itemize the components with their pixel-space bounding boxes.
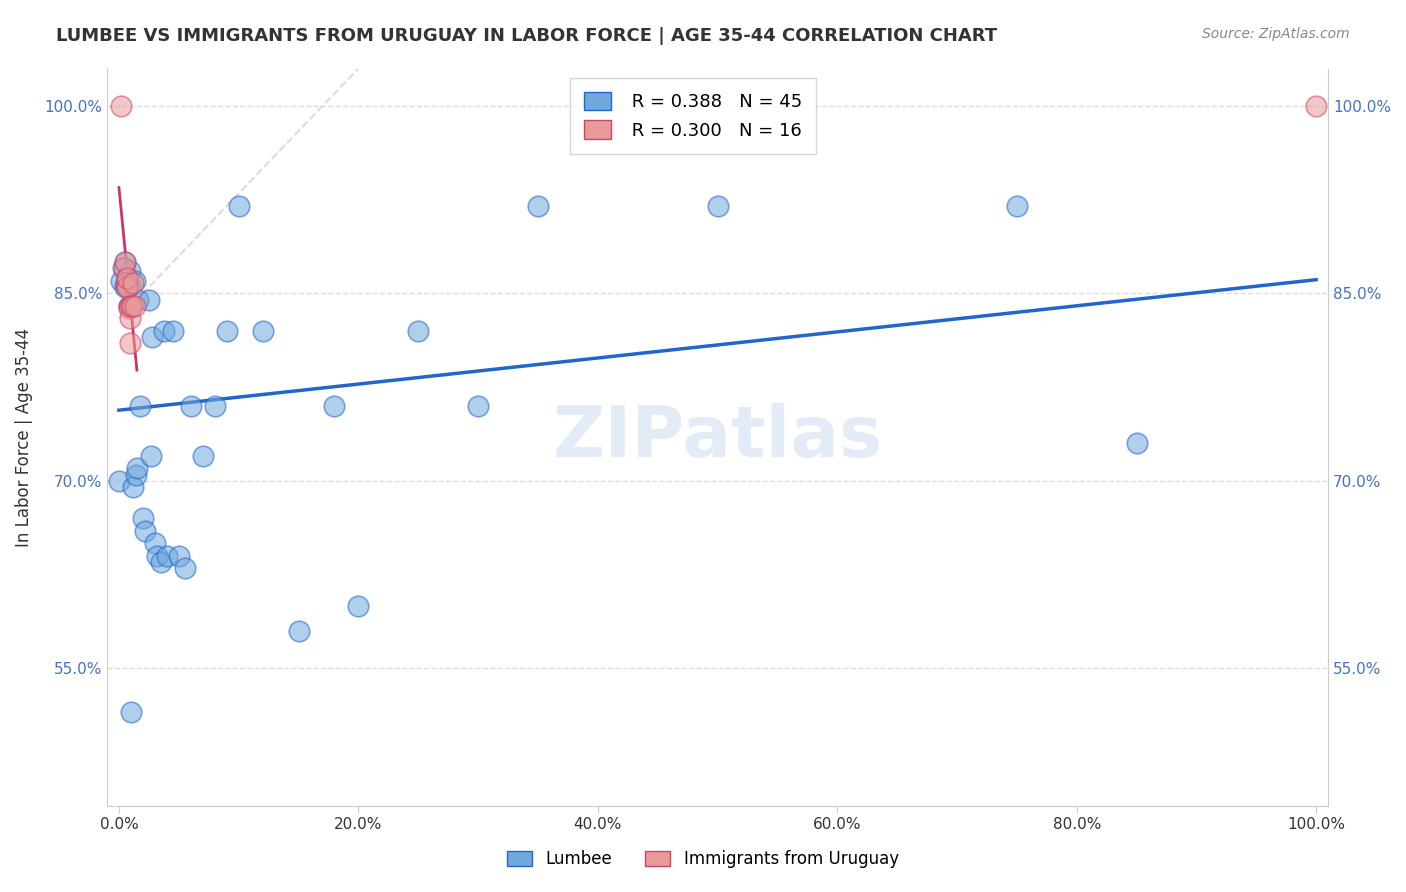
Text: Source: ZipAtlas.com: Source: ZipAtlas.com [1202, 27, 1350, 41]
Point [191, 449, 214, 463]
Point [173, 561, 195, 575]
Point [252, 324, 274, 338]
Legend:  R = 0.388   N = 45,  R = 0.300   N = 16: R = 0.388 N = 45, R = 0.300 N = 16 [569, 78, 817, 154]
Point [215, 324, 238, 338]
Point [121, 299, 143, 313]
Point [287, 624, 309, 638]
Point [132, 511, 155, 525]
Point [125, 461, 148, 475]
Point [406, 324, 429, 338]
Point [162, 324, 184, 338]
Point [111, 261, 134, 276]
Point [141, 330, 163, 344]
Point [120, 299, 142, 313]
Point [323, 399, 346, 413]
Point [117, 299, 139, 313]
Point [180, 399, 202, 413]
Point [1305, 99, 1327, 113]
Point [118, 311, 141, 326]
Y-axis label: In Labor Force | Age 35-44: In Labor Force | Age 35-44 [15, 327, 32, 547]
Point [117, 301, 139, 316]
Point [228, 199, 250, 213]
Point [117, 280, 139, 294]
Point [115, 277, 138, 291]
Point [115, 277, 138, 291]
Text: LUMBEE VS IMMIGRANTS FROM URUGUAY IN LABOR FORCE | AGE 35-44 CORRELATION CHART: LUMBEE VS IMMIGRANTS FROM URUGUAY IN LAB… [56, 27, 997, 45]
Point [138, 293, 160, 307]
Point [114, 280, 136, 294]
Point [129, 399, 152, 413]
Point [117, 271, 139, 285]
Point [124, 274, 146, 288]
Point [127, 293, 149, 307]
Point [122, 480, 145, 494]
Point [118, 279, 141, 293]
Point [527, 199, 550, 213]
Point [143, 536, 166, 550]
Point [146, 549, 169, 563]
Point [110, 99, 132, 113]
Point [141, 449, 163, 463]
Point [153, 324, 176, 338]
Point [118, 336, 141, 351]
Point [112, 261, 135, 276]
Point [117, 299, 139, 313]
Point [1005, 199, 1028, 213]
Text: ZIPatlas: ZIPatlas [553, 402, 883, 472]
Point [110, 274, 132, 288]
Point [149, 555, 172, 569]
Point [467, 399, 489, 413]
Point [117, 280, 139, 294]
Point [347, 599, 370, 613]
Point [108, 474, 131, 488]
Point [1125, 436, 1147, 450]
Point [125, 467, 148, 482]
Point [117, 271, 139, 285]
Point [122, 277, 145, 291]
Point [156, 549, 179, 563]
Point [706, 199, 728, 213]
Point [114, 255, 136, 269]
Point [124, 299, 146, 313]
Legend: Lumbee, Immigrants from Uruguay: Lumbee, Immigrants from Uruguay [501, 844, 905, 875]
Point [120, 705, 142, 719]
Point [114, 255, 136, 269]
Point [167, 549, 190, 563]
Point [118, 264, 141, 278]
Point [204, 399, 226, 413]
Point [134, 524, 156, 538]
